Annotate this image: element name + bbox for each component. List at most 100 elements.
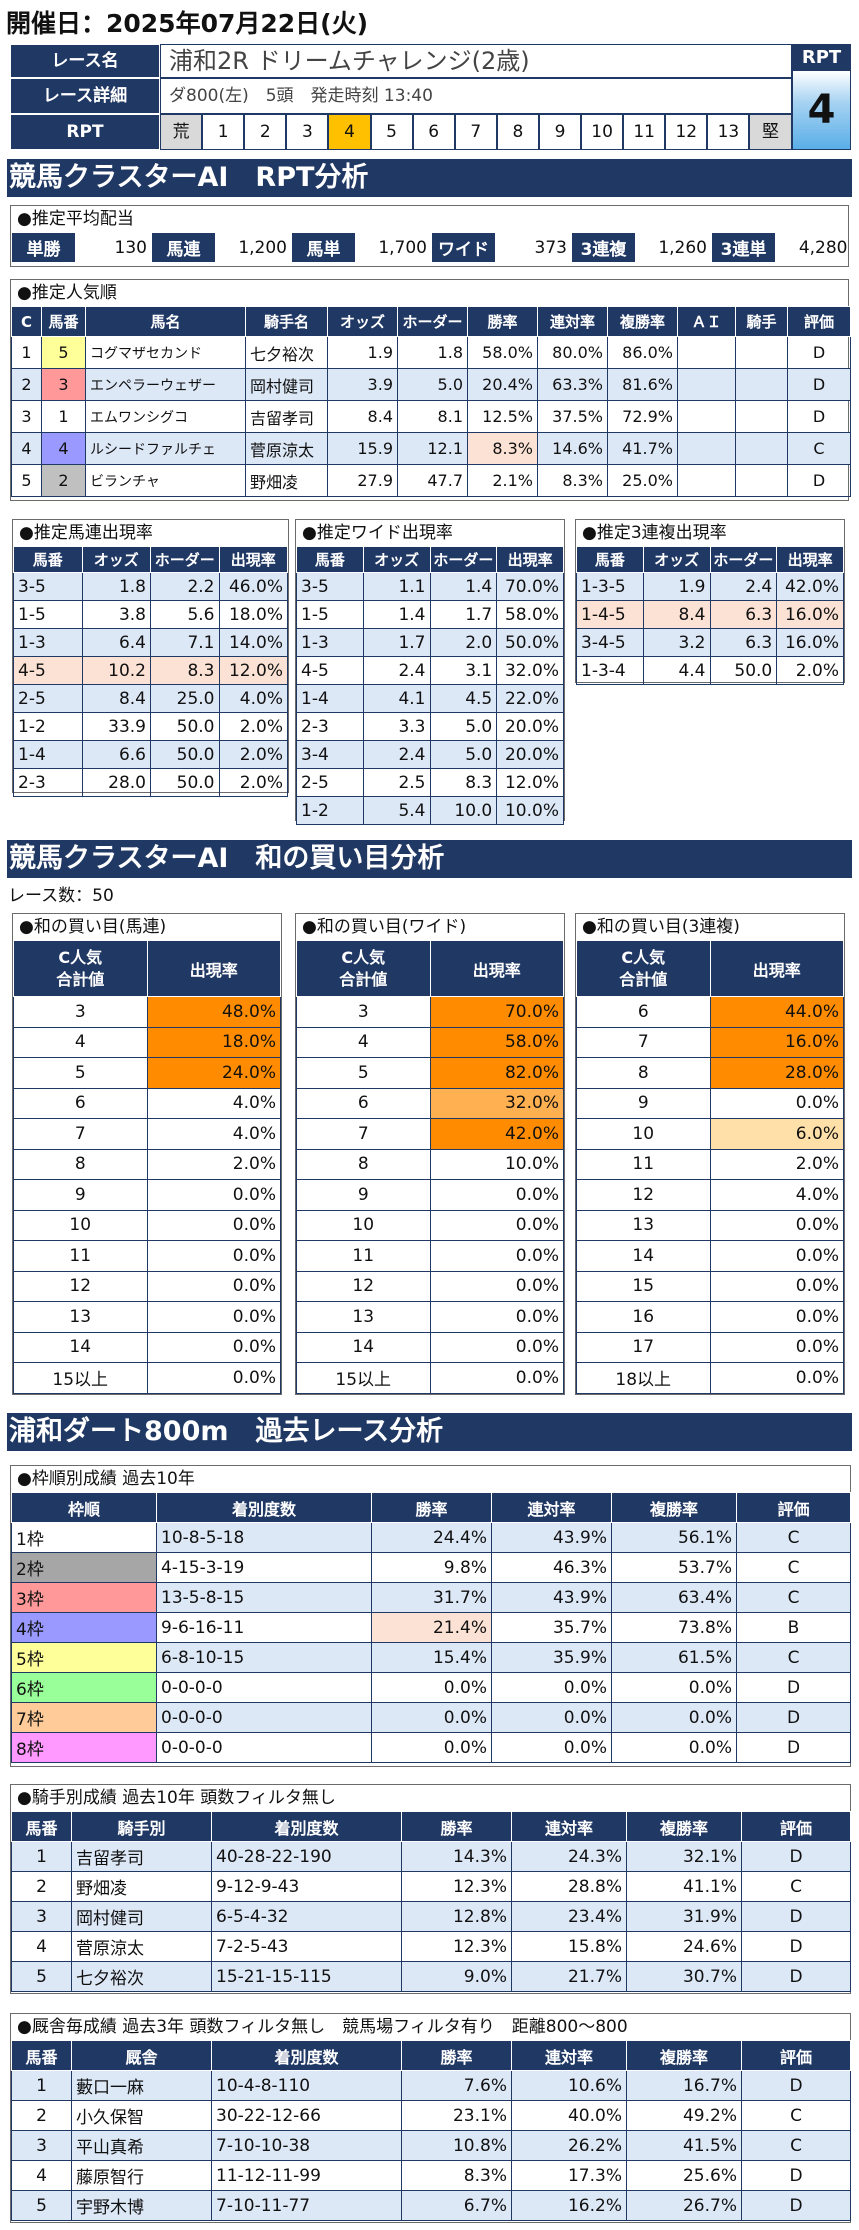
- wide-table: 馬番 オッズ ホーダー 出現率 3-5 1.1 1.4 70.0% 1-5 1.4 1.7 58.0%…: [296, 546, 564, 825]
- wa-sum-value: 8: [13, 1148, 148, 1180]
- wide-cell: 3-4: [296, 740, 364, 769]
- sanren-row: 1-3-4 4.4 50.0 2.0%: [576, 656, 844, 685]
- jockey-cell: 30.7%: [626, 1961, 742, 1992]
- wa-sum-value: 17: [576, 1331, 711, 1363]
- wa-header-sum: C人気 合計値: [13, 940, 148, 997]
- umaren-row: 1-4 6.6 50.0 2.0%: [13, 740, 288, 769]
- stable-cell: 16.2%: [511, 2190, 627, 2221]
- waku-cell: C: [736, 1642, 851, 1673]
- section-title-wa: 競馬クラスターAI 和の買い目分析: [7, 840, 852, 878]
- umaren-cell: 2.0%: [218, 740, 288, 769]
- average-payout-panel: ●推定平均配当 単勝 130 馬連 1,200 馬単 1,700 ワイド 373 3連複 1,26…: [10, 205, 849, 267]
- average-payout-table: 単勝 130 馬連 1,200 馬単 1,700 ワイド 373 3連複 1,260 3連単 4,28…: [11, 232, 852, 263]
- jockey-panel: ●騎手別成績 過去10年 頭数フィルタ無し 馬番 騎手別 着別度数 勝率 連対率 複勝率評…: [10, 1784, 851, 1994]
- wa-row: 14 0.0%: [576, 1240, 844, 1272]
- umaren-table: 馬番 オッズ ホーダー 出現率 3-5 1.8 2.2 46.0% 1-5 3.8 5.6 18.0%…: [13, 546, 288, 797]
- wide-cell: 1.4: [362, 600, 431, 629]
- payout-type-label: 3連単: [711, 232, 776, 263]
- wide-cell: 1-2: [296, 796, 364, 825]
- waku-cell: D: [736, 1672, 851, 1703]
- wide-row: 1-2 5.4 10.0 10.0%: [296, 796, 564, 825]
- wide-row: 3-4 2.4 5.0 20.0%: [296, 740, 564, 769]
- jockey-header: 勝率: [401, 1811, 512, 1842]
- waku-header: 枠順: [11, 1492, 157, 1523]
- wide-row: 2-3 3.3 5.0 20.0%: [296, 712, 564, 741]
- waku-cell: 10-8-5-18: [156, 1522, 372, 1553]
- wa-sum-value: 6: [296, 1087, 431, 1119]
- popularity-cell: 3: [41, 368, 86, 401]
- wide-cell: 2.0: [429, 628, 498, 657]
- jockey-cell: 31.9%: [626, 1901, 742, 1932]
- stable-cell: 10-4-8-110: [211, 2070, 402, 2101]
- popularity-cell: 12.5%: [467, 400, 538, 433]
- popularity-cell: 81.6%: [607, 368, 678, 401]
- jockey-cell: 野畑凌: [71, 1871, 212, 1902]
- stable-cell: 8.3%: [401, 2160, 512, 2191]
- waku-cell: 1枠: [11, 1522, 157, 1553]
- wa-header-sum-line2: 合計値: [56, 969, 105, 989]
- wa-row: 5 82.0%: [296, 1057, 564, 1089]
- stable-cell: 7-10-11-77: [211, 2190, 402, 2221]
- popularity-cell: 1: [11, 336, 42, 369]
- sanren-cell: 3-4-5: [576, 628, 644, 657]
- wa-table: C人気 合計値 出現率 3 70.0% 4 58.0% 5 82.0% 6 32.0% 7 42.0% 8…: [296, 940, 564, 1394]
- stable-cell: 10.8%: [401, 2130, 512, 2161]
- waku-cell: 0-0-0-0: [156, 1672, 372, 1703]
- stable-header: 複勝率: [626, 2040, 742, 2071]
- stable-cell: 6.7%: [401, 2190, 512, 2221]
- payout-value: 130: [114, 237, 147, 258]
- wa-sum-value: 11: [576, 1148, 711, 1180]
- popularity-cell: 5.0: [397, 368, 468, 401]
- wa-row: 5 24.0%: [13, 1057, 281, 1089]
- jockey-header: 馬番: [11, 1811, 72, 1842]
- jockey-cell: D: [741, 1841, 851, 1872]
- sanren-cell: 2.4: [709, 572, 778, 601]
- wide-cell: 5.0: [429, 712, 498, 741]
- stable-cell: 30-22-12-66: [211, 2100, 402, 2131]
- popularity-cell: エムワンシグコ: [85, 400, 246, 433]
- stable-cell: D: [741, 2190, 851, 2221]
- race-name: 浦和2R ドリームチャレンジ(2歳): [160, 44, 792, 78]
- rpt-scale-cell: 荒: [160, 114, 203, 150]
- wa-rate-value: 0.0%: [146, 1240, 281, 1272]
- wa-sum-value: 13: [13, 1301, 148, 1333]
- wide-cell: 2-3: [296, 712, 364, 741]
- stable-cell: D: [741, 2160, 851, 2191]
- stable-header: 着別度数: [211, 2040, 402, 2071]
- popularity-cell: 七夕裕次: [245, 336, 328, 369]
- jockey-row: 2 野畑凌 9-12-9-43 12.3% 28.8% 41.1% C: [11, 1871, 851, 1902]
- stable-cell: 26.7%: [626, 2190, 742, 2221]
- sanren-cell: 1-4-5: [576, 600, 644, 629]
- payout-type-label: 単勝: [11, 232, 76, 263]
- umaren-row: 1-5 3.8 5.6 18.0%: [13, 600, 288, 629]
- wa-sum-value: 9: [13, 1179, 148, 1211]
- wide-cell: 1.1: [362, 572, 431, 601]
- stable-cell: C: [741, 2130, 851, 2161]
- wa-sum-value: 10: [296, 1209, 431, 1241]
- payout-value: 1,200: [238, 237, 287, 258]
- waku-cell: 35.9%: [491, 1642, 612, 1673]
- wide-cell: 20.0%: [496, 740, 564, 769]
- waku-cell: 43.9%: [491, 1582, 612, 1613]
- popularity-cell: 4: [11, 432, 42, 465]
- jockey-header: 着別度数: [211, 1811, 402, 1842]
- stable-cell: 7.6%: [401, 2070, 512, 2101]
- stable-cell: 藤原智行: [71, 2160, 212, 2191]
- stable-cell: 40.0%: [511, 2100, 627, 2131]
- jockey-cell: 4: [11, 1931, 72, 1962]
- sanren-cell: 16.0%: [776, 628, 844, 657]
- popularity-cell: エンペラーウェザー: [85, 368, 246, 401]
- jockey-cell: C: [741, 1871, 851, 1902]
- sanren-cell: 42.0%: [776, 572, 844, 601]
- sanren-row: 1-3-5 1.9 2.4 42.0%: [576, 572, 844, 601]
- stable-cell: C: [741, 2100, 851, 2131]
- waku-cell: 0-0-0-0: [156, 1732, 372, 1763]
- stable-header: 馬番: [11, 2040, 72, 2071]
- wide-cell: 1-3: [296, 628, 364, 657]
- stable-cell: 5: [11, 2190, 72, 2221]
- popularity-header: ＡＩ: [677, 306, 736, 337]
- sanren-row: 3-4-5 3.2 6.3 16.0%: [576, 628, 844, 657]
- payout-value: 1,260: [658, 237, 707, 258]
- rpt-scale-cell: 3: [286, 114, 329, 150]
- wa-rate-value: 10.0%: [429, 1148, 564, 1180]
